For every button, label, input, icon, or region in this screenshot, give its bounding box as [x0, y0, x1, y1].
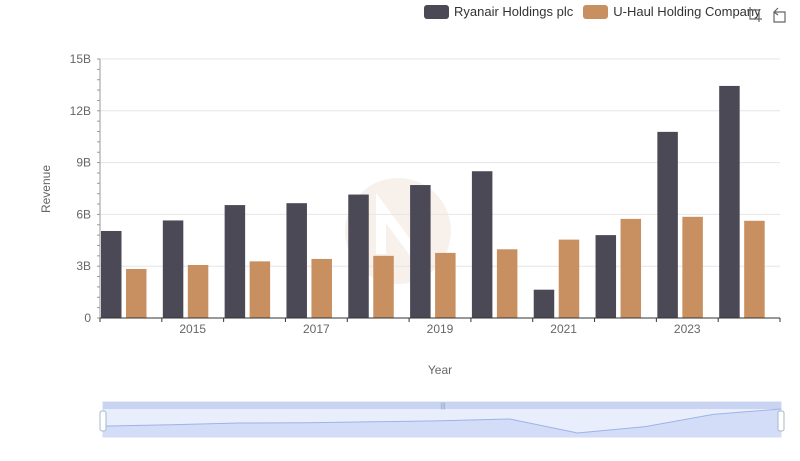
legend-label-uhaul: U-Haul Holding Company	[613, 4, 761, 19]
bar-ryanair-2020[interactable]	[471, 171, 493, 318]
bar-ryanair-2018[interactable]	[348, 194, 369, 318]
y-axis: 0 3B 6B 9B 12B 15B	[70, 52, 101, 325]
y-tick-label: 15B	[70, 52, 91, 66]
bar-uhaul-2016[interactable]	[249, 261, 271, 318]
legend-swatch-uhaul	[583, 4, 609, 19]
bar-uhaul-2019[interactable]	[435, 252, 456, 318]
bar-uhaul-2018[interactable]	[373, 255, 394, 318]
bar-ryanair-2021[interactable]	[533, 289, 555, 318]
y-tick-label: 3B	[76, 259, 91, 273]
y-tick-label: 12B	[70, 104, 91, 118]
bar-uhaul-2017[interactable]	[311, 258, 332, 318]
slider-preview-line	[102, 408, 782, 434]
bar-uhaul-2023[interactable]	[682, 216, 703, 318]
y-axis-label: Revenue	[39, 165, 53, 213]
bar-ryanair-2024[interactable]	[719, 85, 740, 318]
legend-label-ryanair: Ryanair Holdings plc	[454, 4, 574, 19]
bars	[101, 85, 765, 318]
bar-ryanair-2014[interactable]	[101, 230, 122, 318]
x-tick-label: 2017	[303, 322, 330, 336]
legend: Ryanair Holdings plc U-Haul Holding Comp…	[424, 4, 771, 19]
slider-handle-right[interactable]	[777, 410, 785, 432]
bar-ryanair-2015[interactable]	[162, 220, 184, 318]
bar-uhaul-2015[interactable]	[187, 264, 209, 318]
bar-uhaul-2020[interactable]	[496, 249, 518, 318]
bar-ryanair-2016[interactable]	[224, 205, 246, 318]
legend-item-ryanair[interactable]: Ryanair Holdings plc	[424, 4, 573, 19]
slider-top-bar	[103, 402, 781, 409]
x-tick-label: 2015	[179, 322, 206, 336]
zoom-icon[interactable]	[746, 6, 763, 23]
bar-ryanair-2023[interactable]	[657, 131, 678, 318]
bar-ryanair-2022[interactable]	[595, 235, 617, 318]
restore-icon[interactable]	[771, 6, 788, 23]
y-tick-label: 0	[84, 311, 91, 325]
x-axis: 2015 2017 2019 2021 2023	[99, 317, 781, 336]
bar-uhaul-2024[interactable]	[744, 220, 765, 318]
x-axis-label: Year	[428, 363, 452, 377]
x-tick-label: 2019	[427, 322, 454, 336]
legend-item-uhaul[interactable]: U-Haul Holding Company	[583, 4, 761, 19]
bar-ryanair-2017[interactable]	[286, 203, 307, 318]
bar-uhaul-2021[interactable]	[558, 239, 580, 318]
legend-swatch-ryanair	[424, 4, 449, 19]
bar-uhaul-2022[interactable]	[620, 218, 642, 318]
grid-lines	[100, 58, 780, 267]
x-tick-label: 2021	[550, 322, 577, 336]
slider-grip-icon[interactable]: |||	[440, 403, 446, 410]
x-tick-label: 2023	[674, 322, 701, 336]
y-tick-label: 6B	[76, 207, 91, 221]
toolbox	[746, 6, 788, 23]
y-tick-label: 9B	[76, 156, 91, 170]
bar-uhaul-2014[interactable]	[126, 268, 147, 318]
zoom-slider[interactable]: |||	[99, 401, 785, 438]
slider-handle-left[interactable]	[99, 410, 107, 432]
bar-ryanair-2019[interactable]	[410, 185, 431, 318]
